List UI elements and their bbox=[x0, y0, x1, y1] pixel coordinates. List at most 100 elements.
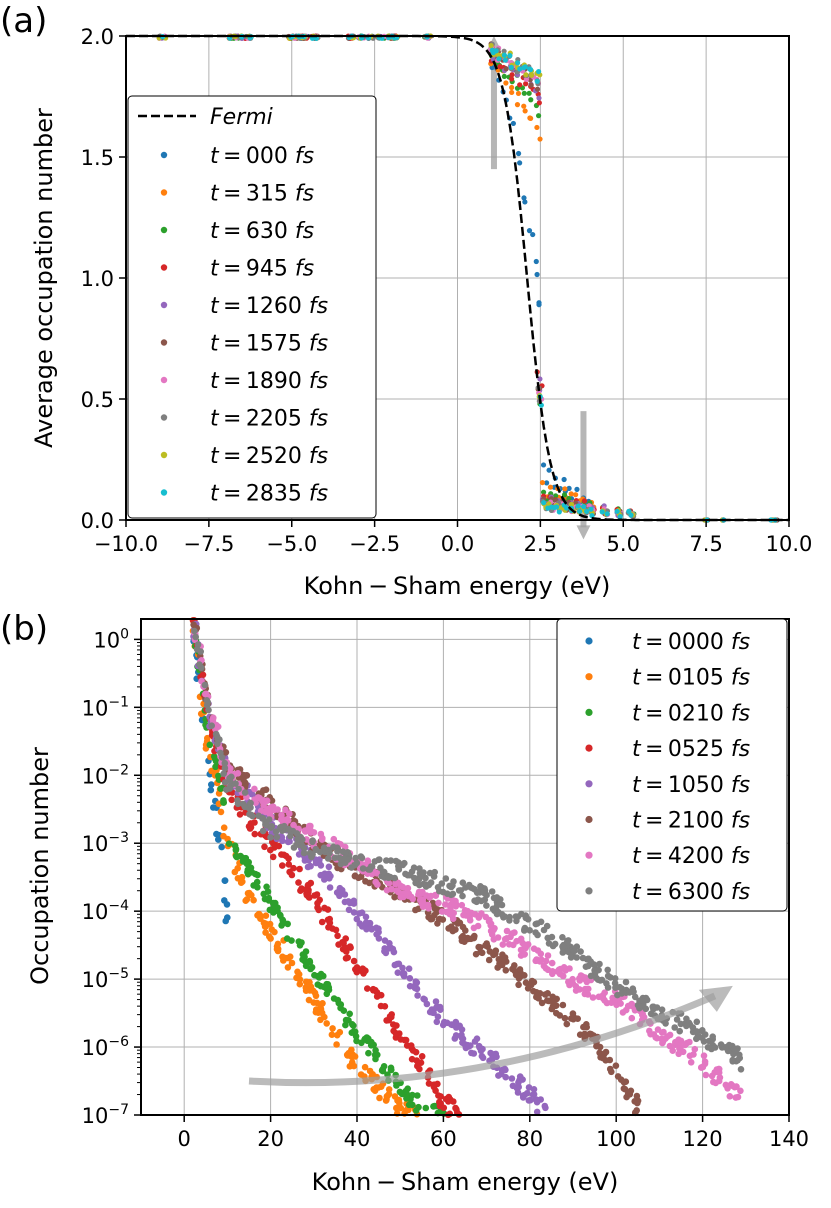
legend-a-label-630: t = 630 fs bbox=[210, 219, 314, 244]
point-b-series-0105 bbox=[302, 987, 310, 994]
point-b-series-6300 bbox=[473, 898, 480, 906]
point-b-series-0105 bbox=[306, 979, 313, 986]
point-b-series-1050 bbox=[284, 838, 292, 846]
point-b-series-4200 bbox=[566, 965, 573, 972]
point-b-series-6300 bbox=[294, 835, 301, 843]
point-b-series-6300 bbox=[631, 993, 639, 1001]
point-b-series-6300 bbox=[444, 890, 451, 897]
panel-a-xtick-label: −5.0 bbox=[266, 532, 317, 556]
panel-a-legend-box bbox=[127, 95, 377, 519]
legend-a-value: = 630 bbox=[219, 219, 295, 244]
point-b-series-4200 bbox=[503, 927, 511, 935]
point-b-series-1050 bbox=[382, 949, 390, 957]
point-b-series-4200 bbox=[458, 901, 466, 909]
point-b-series-0210 bbox=[314, 972, 321, 980]
point-b-series-6300 bbox=[483, 891, 490, 899]
point-a-series-945 bbox=[536, 100, 542, 106]
point-a-series-315 bbox=[514, 102, 521, 108]
legend-a-value: = 2835 bbox=[219, 482, 309, 507]
point-a-series-2835 bbox=[507, 53, 513, 59]
point-b-series-4200 bbox=[687, 1059, 695, 1066]
point-b-series-0525 bbox=[343, 948, 350, 955]
point-b-series-0525 bbox=[267, 846, 274, 854]
point-b-series-0105 bbox=[250, 896, 257, 904]
point-b-series-2100 bbox=[535, 995, 542, 1002]
point-b-series-0210 bbox=[231, 842, 239, 849]
panel-b-ytick-label: 10−3 bbox=[82, 830, 129, 856]
panel-b-points bbox=[189, 617, 745, 1119]
legend-b-value: = 2100 bbox=[641, 809, 731, 834]
point-b-series-0525 bbox=[311, 892, 318, 899]
point-b-series-6300 bbox=[587, 972, 595, 980]
panel-a-xtick-label: −7.5 bbox=[183, 532, 234, 556]
point-b-series-1050 bbox=[523, 1090, 531, 1097]
point-b-series-6300 bbox=[312, 845, 320, 853]
point-b-series-2100 bbox=[486, 948, 494, 955]
point-b-series-2100 bbox=[391, 893, 398, 901]
point-b-series-6300 bbox=[506, 917, 513, 924]
point-b-series-0210 bbox=[334, 996, 342, 1004]
point-b-series-1050 bbox=[307, 862, 314, 870]
point-b-series-1050 bbox=[433, 1018, 441, 1026]
legend-a-unit: fs bbox=[309, 294, 328, 319]
legend-a-unit: fs bbox=[295, 144, 314, 169]
point-b-series-4200 bbox=[397, 893, 405, 901]
legend-b-t: t bbox=[632, 880, 642, 905]
panel-a-ytick-label: 1.5 bbox=[81, 146, 114, 170]
point-b-series-4200 bbox=[666, 1031, 674, 1039]
point-b-series-6300 bbox=[198, 664, 205, 672]
point-b-series-0525 bbox=[377, 991, 385, 999]
panel-b-ytick-label: 10−6 bbox=[82, 1034, 129, 1060]
point-b-series-6300 bbox=[693, 1018, 701, 1026]
point-b-series-0525 bbox=[304, 881, 312, 889]
legend-a-label-1260: t = 1260 fs bbox=[210, 294, 328, 319]
point-b-series-0210 bbox=[358, 1039, 365, 1047]
point-b-series-4200 bbox=[669, 1047, 676, 1054]
point-b-series-4200 bbox=[581, 986, 589, 993]
point-b-series-4200 bbox=[675, 1050, 682, 1058]
panel-a-xtick-label: 5.0 bbox=[607, 532, 640, 556]
point-b-series-2100 bbox=[550, 998, 557, 1006]
point-b-series-1050 bbox=[533, 1108, 541, 1116]
point-b-series-4200 bbox=[549, 970, 556, 978]
point-b-series-1050 bbox=[432, 998, 440, 1005]
point-b-series-6300 bbox=[579, 954, 587, 962]
point-b-series-1050 bbox=[336, 888, 344, 896]
point-b-series-2100 bbox=[431, 911, 438, 919]
point-b-series-0210 bbox=[422, 1104, 430, 1112]
point-a-series-2520 bbox=[523, 72, 529, 78]
point-a-series-945 bbox=[581, 498, 588, 504]
point-b-series-4200 bbox=[732, 1094, 740, 1101]
point-b-series-4200 bbox=[581, 974, 589, 981]
point-b-series-6300 bbox=[259, 827, 267, 835]
point-b-series-6300 bbox=[582, 963, 590, 970]
point-b-series-6300 bbox=[213, 733, 221, 740]
legend-a-unit: fs bbox=[309, 332, 328, 357]
point-b-series-0525 bbox=[246, 825, 254, 832]
point-b-series-0105 bbox=[385, 1086, 393, 1093]
panel-a-xtick-label: −2.5 bbox=[349, 532, 400, 556]
point-b-series-0525 bbox=[359, 965, 367, 973]
point-b-series-6300 bbox=[259, 815, 267, 822]
legend-a-marker-1890 bbox=[160, 376, 168, 384]
point-b-series-0105 bbox=[238, 873, 246, 881]
point-b-series-6300 bbox=[683, 1022, 690, 1030]
point-b-series-4200 bbox=[646, 1027, 653, 1035]
point-a-series-315 bbox=[539, 479, 546, 486]
panel-a: (a) −10.0 −7.5 −5.0 −2.5 0.0 2.5 5.0 7.5 10.0 0.0… bbox=[0, 1, 812, 600]
point-b-series-4200 bbox=[306, 822, 313, 830]
panel-a-legend: Fermi t = 000 fst = 315 fst = 630 fst = … bbox=[127, 95, 377, 519]
point-b-series-1050 bbox=[412, 981, 419, 988]
point-b-series-1050 bbox=[519, 1076, 526, 1083]
point-b-series-6300 bbox=[247, 799, 254, 807]
point-a-series-000 bbox=[517, 160, 523, 166]
point-b-series-6300 bbox=[309, 838, 316, 846]
point-b-series-1050 bbox=[453, 1024, 460, 1031]
point-b-series-2100 bbox=[538, 999, 546, 1007]
panel-b-xtick-label: 140 bbox=[769, 1127, 809, 1151]
point-a-series-2835 bbox=[541, 500, 547, 506]
point-b-series-4200 bbox=[252, 799, 259, 806]
point-b-series-6300 bbox=[676, 1027, 683, 1035]
point-b-series-6300 bbox=[537, 918, 545, 926]
